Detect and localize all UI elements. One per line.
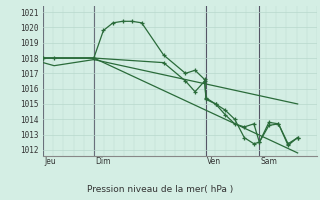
Text: Dim: Dim: [95, 157, 111, 166]
Text: Pression niveau de la mer( hPa ): Pression niveau de la mer( hPa ): [87, 185, 233, 194]
Text: Jeu: Jeu: [44, 157, 56, 166]
Text: Sam: Sam: [261, 157, 277, 166]
Text: Ven: Ven: [207, 157, 221, 166]
